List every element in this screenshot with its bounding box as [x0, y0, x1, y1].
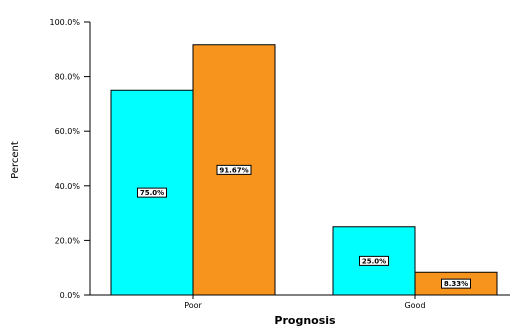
- y-tick-label: 40.0%: [55, 182, 81, 191]
- y-tick-label: 80.0%: [55, 73, 81, 82]
- y-axis-title: Percent: [10, 141, 21, 179]
- data-label: 8.33%: [444, 280, 468, 288]
- y-tick-label: 0.0%: [60, 291, 81, 300]
- data-label-box: [441, 278, 471, 289]
- data-label: 25.0%: [362, 257, 386, 265]
- x-axis-ticks: Poor Good: [184, 295, 426, 310]
- data-label: 75.0%: [140, 189, 164, 197]
- x-tick-label: Good: [404, 301, 425, 310]
- data-label-box: [216, 164, 252, 175]
- y-tick-label: 20.0%: [55, 236, 81, 245]
- data-label-box: [359, 255, 389, 266]
- data-labels: 75.0% 91.67% 25.0% 8.33%: [137, 164, 471, 289]
- y-tick-label: 60.0%: [55, 127, 81, 136]
- y-axis-ticks: 0.0% 20.0% 40.0% 60.0% 80.0% 100.0%: [49, 18, 90, 300]
- x-axis-title: Prognosis: [274, 314, 336, 326]
- bars: [110, 44, 498, 296]
- y-tick-label: 100.0%: [49, 18, 80, 27]
- data-label: 91.67%: [219, 166, 248, 174]
- data-label-box: [137, 187, 167, 198]
- x-tick-label: Poor: [184, 301, 202, 310]
